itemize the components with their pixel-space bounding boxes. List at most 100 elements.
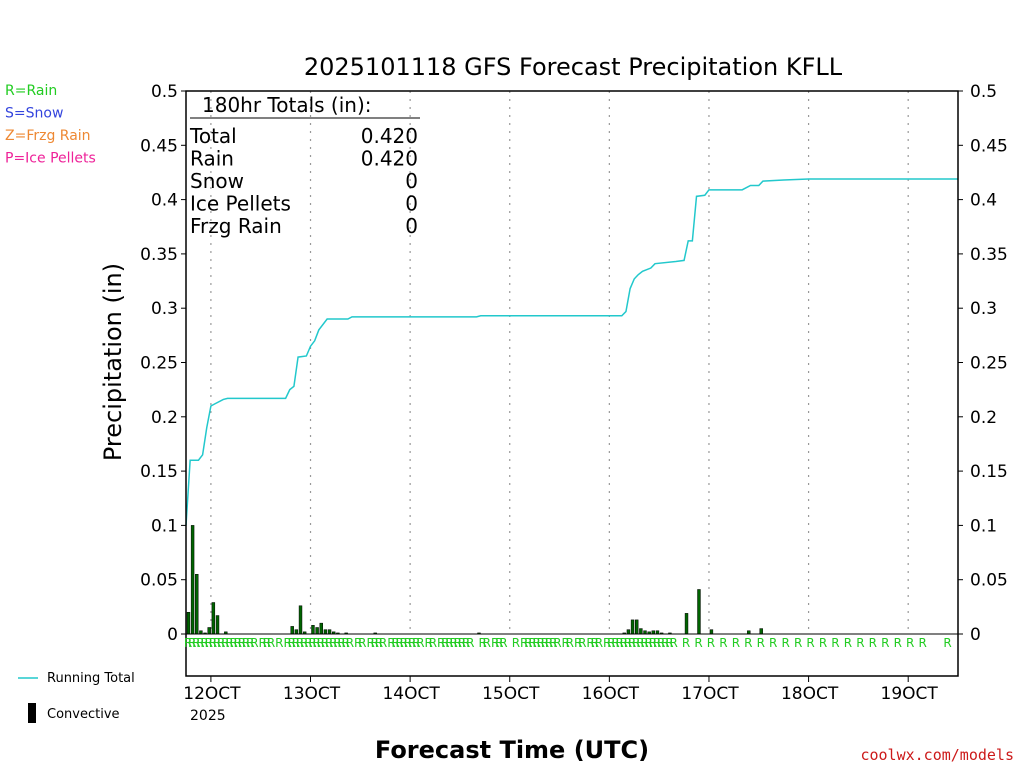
convective-bar <box>294 629 299 635</box>
convective-bar <box>684 613 689 635</box>
precip-type-code: R <box>636 636 644 650</box>
precip-type-code: R <box>657 636 665 650</box>
precip-type-code: R <box>416 636 424 650</box>
precip-type-code: R <box>918 636 926 650</box>
convective-bar <box>319 622 323 635</box>
totals-label: Rain <box>190 147 234 171</box>
y-tick-label-left: 0.3 <box>151 299 178 319</box>
y-tick-label-left: 0.5 <box>151 82 178 102</box>
totals-header: 180hr Totals (in): <box>202 93 372 117</box>
precip-type-code: R <box>325 636 333 650</box>
y-tick-label-left: 0.15 <box>140 462 178 482</box>
convective-bar <box>195 574 199 635</box>
precip-type-code: R <box>445 636 453 650</box>
totals-label: Frzg Rain <box>190 214 282 238</box>
precip-type-code: R <box>649 636 657 650</box>
precip-type-code: R <box>184 636 192 650</box>
x-tick-label: 15OCT <box>482 684 540 704</box>
precip-type-code: R <box>537 636 545 650</box>
precip-type-code: R <box>312 636 320 650</box>
precip-type-code: R <box>732 636 740 650</box>
y-tick-label-right: 0.45 <box>970 136 1008 156</box>
precip-type-code: R <box>566 636 574 650</box>
y-tick-label-left: 0.25 <box>140 354 178 374</box>
precip-type-code: R <box>620 636 628 650</box>
totals-value: 0 <box>405 192 418 216</box>
plot-frame <box>185 90 959 677</box>
x-tick-label: 19OCT <box>881 684 939 704</box>
precip-type-code: R <box>479 636 487 650</box>
precip-type-code: R <box>304 636 312 650</box>
y-tick-label-right: 0.15 <box>970 462 1008 482</box>
precip-type-code: R <box>263 636 271 650</box>
precip-type-code: R <box>238 636 246 650</box>
convective-bar <box>298 605 303 635</box>
precip-type-code: R <box>707 636 715 650</box>
x-tick-label: 18OCT <box>781 684 839 704</box>
precip-type-code: R <box>483 636 491 650</box>
precip-type-code: R <box>250 636 258 650</box>
y-tick-label-right: 0.1 <box>970 516 997 536</box>
y-tick-label-right: 0.05 <box>970 571 1008 591</box>
convective-bar <box>626 629 631 635</box>
precip-type-code: R <box>665 636 673 650</box>
y-tick-label-left: 0.2 <box>151 408 178 428</box>
precip-type-code: R <box>246 636 254 650</box>
year-label: 2025 <box>190 708 226 724</box>
precip-type-code: R <box>333 636 341 650</box>
precip-type-code: R <box>275 636 283 650</box>
y-axis-left: 0 0.05 0.1 0.15 0.2 0.25 0.3 0.35 0.4 0.45 0.5 <box>140 82 186 645</box>
convective-bars <box>186 525 763 635</box>
precip-type-code: R <box>578 636 586 650</box>
precip-type-code: R <box>379 636 387 650</box>
totals-label: Ice Pellets <box>190 192 291 216</box>
precip-type-code: R <box>694 636 702 650</box>
convective-bar <box>639 628 643 635</box>
precip-type-code: R <box>391 636 399 650</box>
precip-type-code: R <box>541 636 549 650</box>
precip-type-code: R <box>466 636 474 650</box>
x-tick-label: 13OCT <box>283 684 341 704</box>
precip-type-code: R <box>441 636 449 650</box>
precip-type-code: R <box>429 636 437 650</box>
precip-type-legend-item: S=Snow <box>5 106 63 122</box>
precip-type-code: R <box>300 636 308 650</box>
convective-bar <box>311 625 315 635</box>
totals-value: 0 <box>405 214 418 238</box>
x-axis: 12OCT 13OCT 14OCT 15OCT 16OCT 17OCT 18OCT 19OCT <box>183 676 938 704</box>
precip-type-code: R <box>628 636 636 650</box>
precip-type-code: R <box>358 636 366 650</box>
precip-type-code: R <box>769 636 777 650</box>
precip-type-code: R <box>296 636 304 650</box>
precip-type-code: R <box>856 636 864 650</box>
x-axis-title: Forecast Time (UTC) <box>375 736 649 764</box>
convective-bar <box>290 626 294 635</box>
convective-bar <box>211 602 216 635</box>
precip-type-code: R <box>329 636 337 650</box>
precip-type-code: R <box>408 636 416 650</box>
precip-type-code: R <box>458 636 466 650</box>
precip-type-code: R <box>591 636 599 650</box>
precip-type-code: R <box>744 636 752 650</box>
precip-type-code: R <box>645 636 653 650</box>
precip-type-legend-item: Z=Frzg Rain <box>5 128 91 144</box>
precip-type-code: R <box>499 636 507 650</box>
y-tick-label-right: 0.5 <box>970 82 997 102</box>
convective-bar <box>323 629 328 635</box>
precip-type-code: R <box>192 636 200 650</box>
precip-type-code: R <box>831 636 839 650</box>
y-tick-label-left: 0.4 <box>151 191 178 211</box>
precip-type-code: R <box>321 636 329 650</box>
precip-type-code: R <box>283 636 291 650</box>
precip-type-legend-item: P=Ice Pellets <box>5 151 96 167</box>
precip-type-code: R <box>437 636 445 650</box>
precip-type-code: R <box>794 636 802 650</box>
y-tick-label-right: 0.3 <box>970 299 997 319</box>
precip-type-code: R <box>943 636 951 650</box>
convective-bar <box>215 615 220 635</box>
convective-bar <box>186 612 191 635</box>
precip-type-code: R <box>396 636 404 650</box>
precip-type-code: R <box>242 636 250 650</box>
y-tick-label-right: 0.25 <box>970 354 1008 374</box>
precip-type-code: R <box>366 636 374 650</box>
